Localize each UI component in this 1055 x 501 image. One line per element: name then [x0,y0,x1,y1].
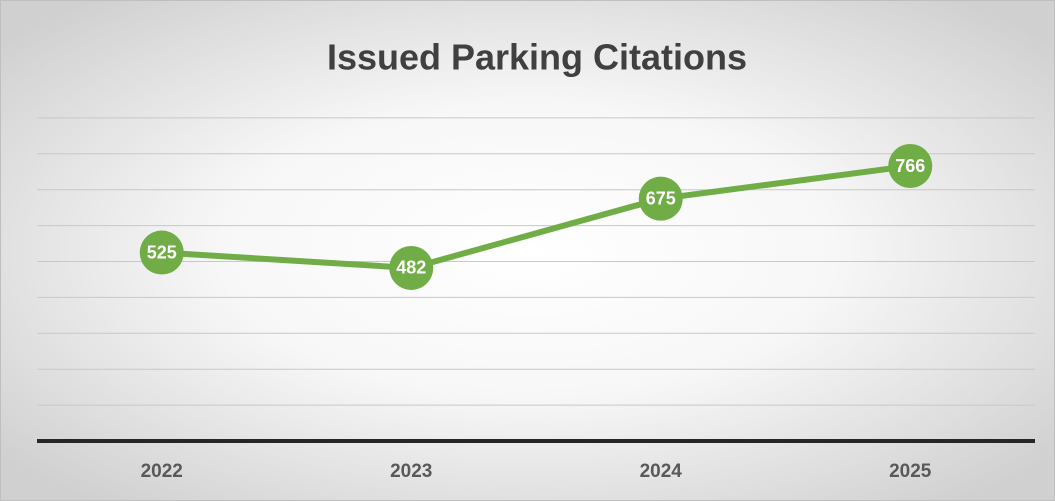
data-label: 525 [147,242,177,262]
data-label: 766 [895,156,925,176]
x-tick-label: 2025 [889,461,932,482]
data-point [389,245,434,290]
data-point [139,230,184,275]
chart-title: Issued Parking Citations [327,37,747,78]
data-label: 675 [646,188,676,208]
x-tick-label: 2023 [390,461,432,482]
x-tick-label: 2022 [141,461,183,482]
data-label: 482 [396,258,426,278]
data-line [161,163,911,271]
data-point [638,176,683,221]
data-point [888,144,933,189]
x-tick-label: 2024 [640,461,683,482]
